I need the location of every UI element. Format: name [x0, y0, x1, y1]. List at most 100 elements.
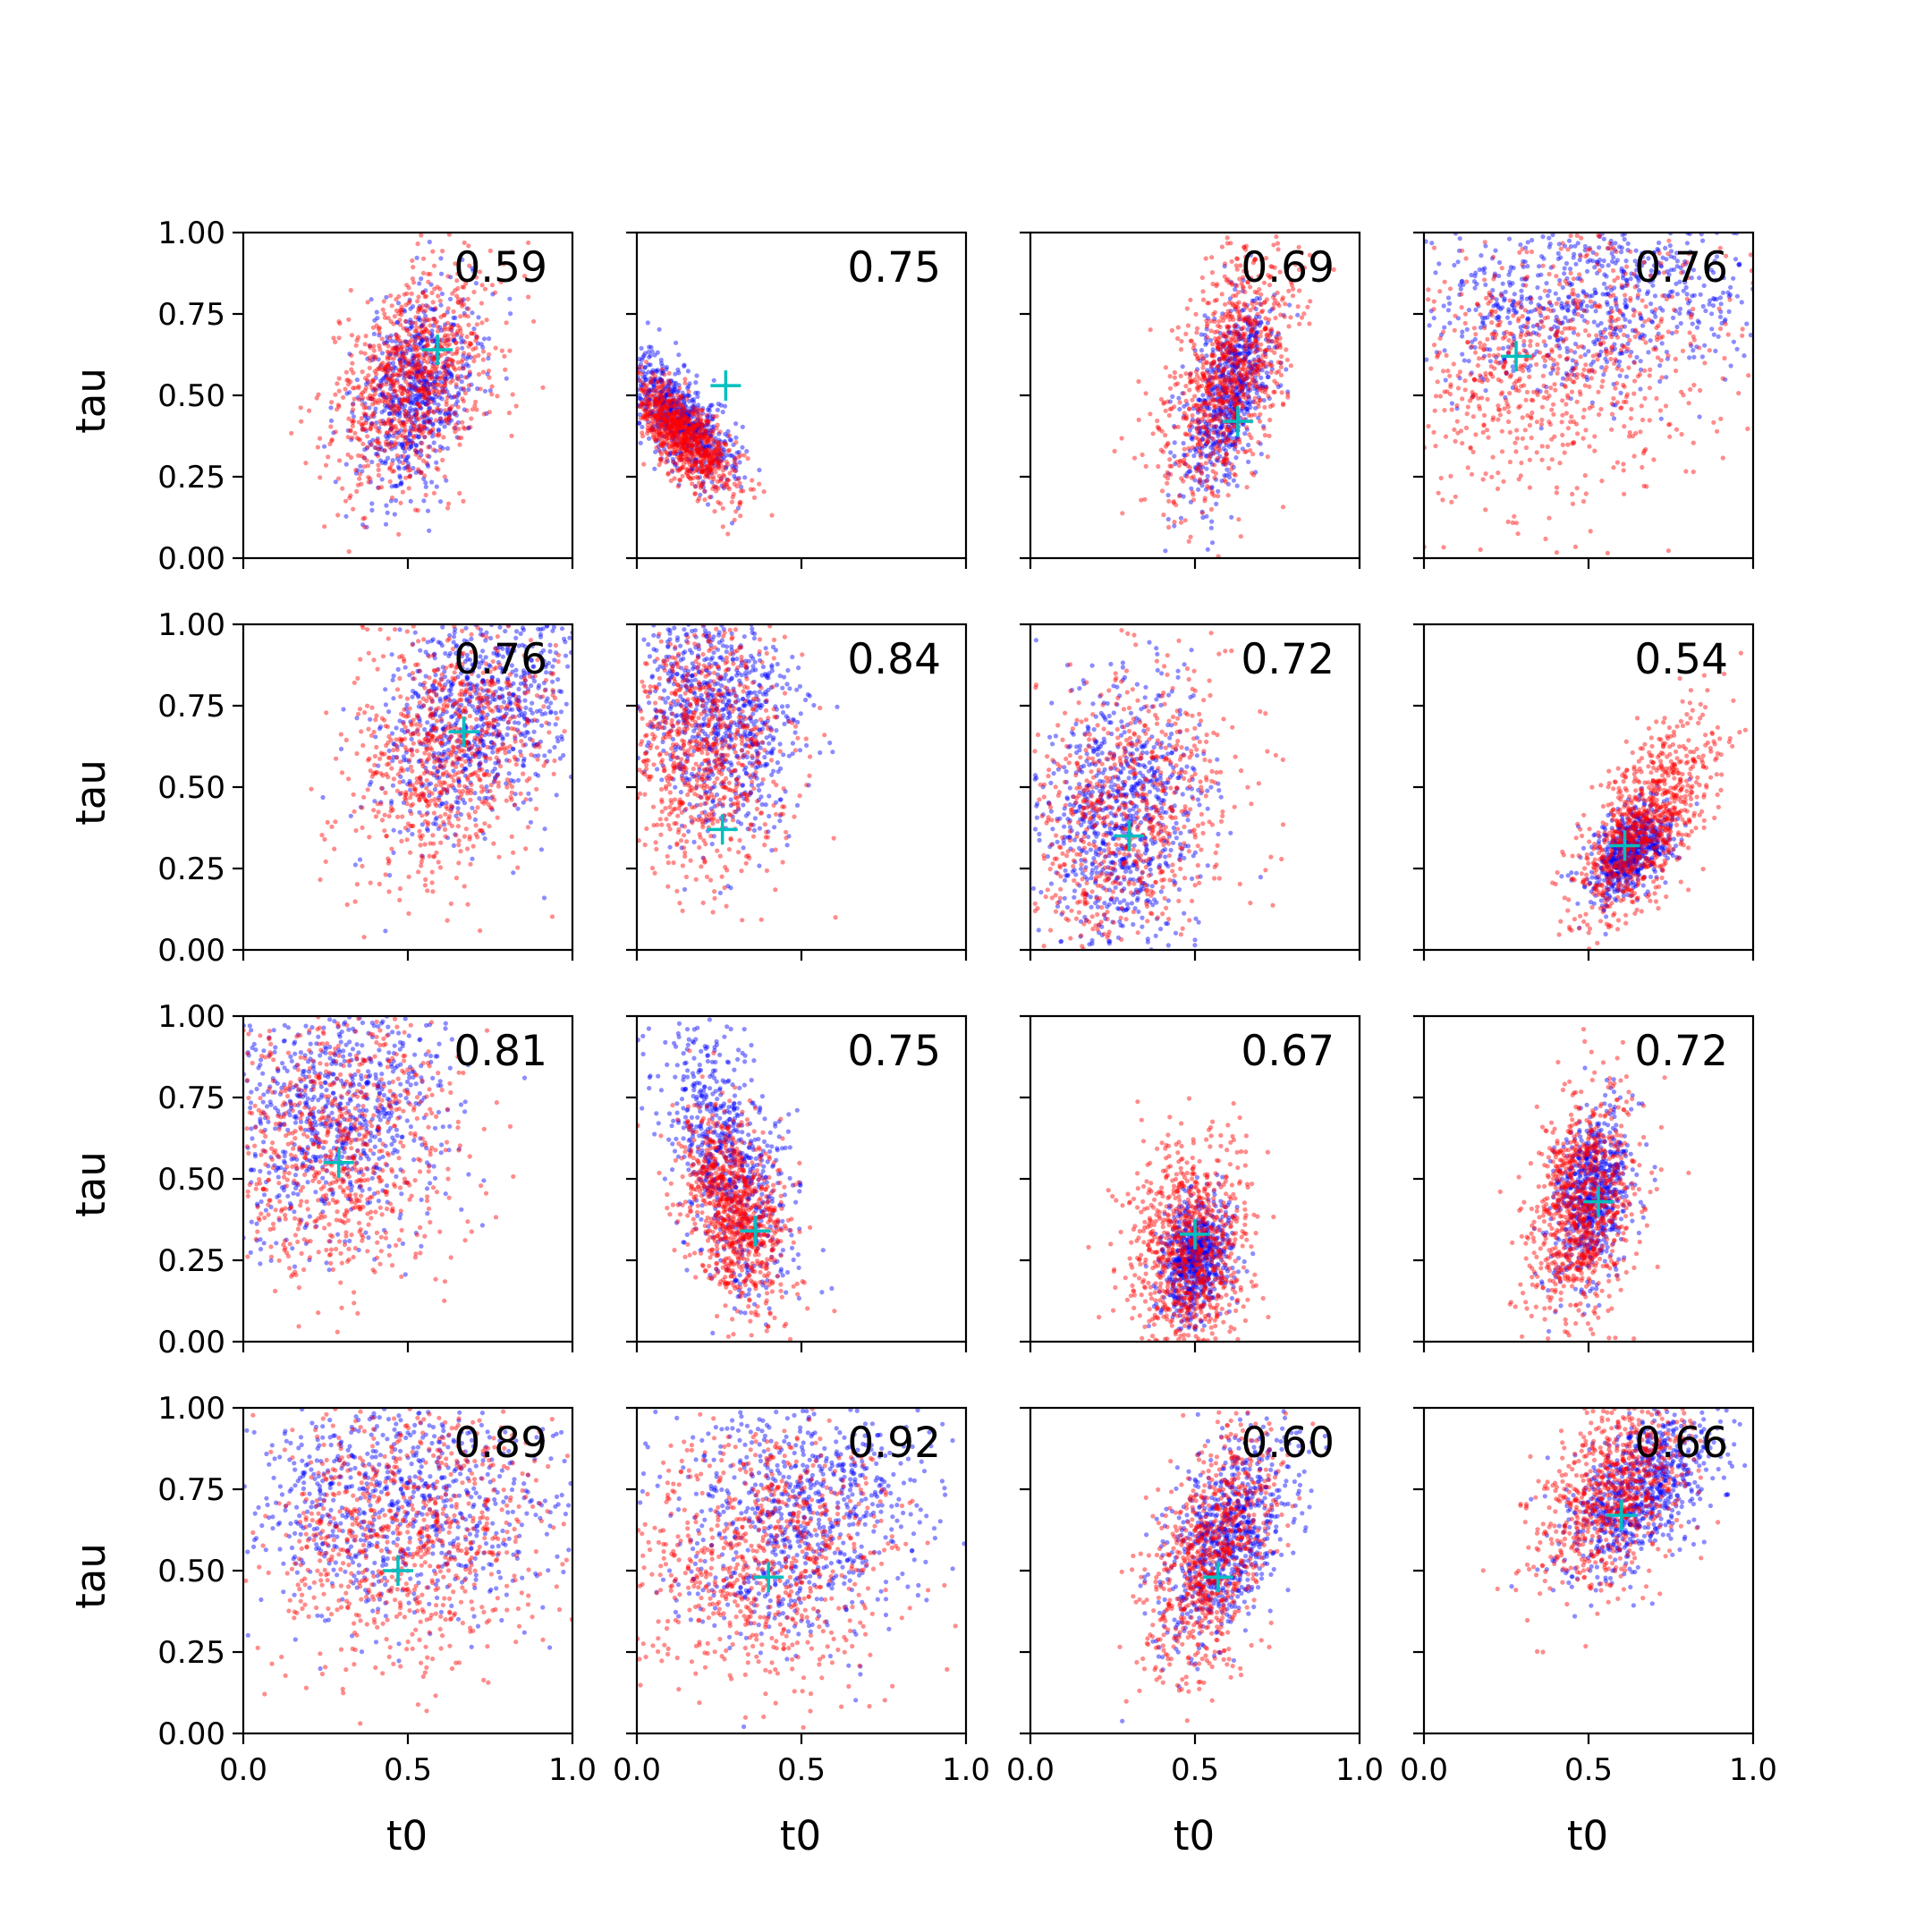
data-point	[1188, 499, 1193, 504]
data-point	[744, 448, 750, 454]
data-point	[685, 421, 691, 427]
data-point	[1244, 400, 1250, 405]
data-point	[426, 401, 431, 406]
data-point	[709, 450, 715, 455]
data-point	[675, 432, 681, 437]
data-point	[682, 430, 687, 436]
data-point	[1219, 315, 1224, 320]
data-point	[381, 420, 386, 426]
data-point	[365, 379, 371, 385]
data-point	[1472, 285, 1478, 291]
data-point	[360, 395, 366, 401]
data-point	[445, 394, 450, 400]
data-point	[378, 384, 384, 389]
data-point	[1224, 390, 1230, 395]
data-point	[711, 439, 716, 445]
data-point	[1263, 352, 1268, 357]
data-point	[1202, 412, 1208, 418]
data-point	[1650, 283, 1656, 288]
data-point	[686, 439, 691, 445]
data-point	[704, 419, 709, 424]
data-point	[427, 395, 432, 401]
data-point	[431, 440, 436, 445]
data-point	[422, 326, 428, 331]
data-point	[487, 410, 492, 415]
data-point	[526, 294, 531, 300]
data-point	[722, 403, 728, 409]
data-point	[402, 339, 407, 344]
data-point	[648, 428, 655, 433]
data-point	[453, 293, 460, 299]
data-point	[427, 418, 432, 423]
data-point	[1224, 452, 1229, 457]
data-point	[690, 452, 695, 457]
data-point	[699, 436, 706, 441]
data-point	[1216, 363, 1221, 369]
data-point	[1231, 372, 1236, 377]
data-point	[1237, 351, 1242, 356]
data-point	[370, 325, 376, 330]
data-point	[430, 354, 436, 360]
data-point	[402, 427, 408, 433]
data-point	[1217, 394, 1223, 400]
data-point	[408, 442, 413, 447]
data-point	[1524, 276, 1530, 282]
data-point	[1239, 358, 1244, 363]
data-point	[1232, 370, 1237, 376]
data-point	[675, 420, 681, 426]
data-point	[421, 378, 427, 384]
data-point	[1217, 330, 1223, 335]
data-point	[446, 416, 452, 421]
data-point	[1200, 371, 1206, 377]
data-point	[640, 389, 646, 394]
data-point	[1234, 363, 1240, 369]
data-point	[416, 424, 421, 429]
data-point	[677, 467, 683, 472]
data-point	[683, 436, 689, 442]
data-point	[402, 421, 407, 428]
data-point	[396, 373, 402, 378]
data-point	[666, 444, 672, 449]
data-point	[1204, 318, 1209, 324]
data-point	[1242, 289, 1248, 294]
data-point	[683, 447, 689, 453]
data-point	[693, 437, 699, 443]
data-point	[691, 400, 697, 405]
data-point	[1227, 387, 1233, 393]
data-point	[1638, 335, 1643, 341]
data-point	[1178, 459, 1183, 464]
data-point	[653, 398, 658, 404]
data-point	[423, 352, 429, 357]
data-point	[678, 425, 683, 431]
data-point	[405, 360, 411, 365]
data-point	[346, 549, 352, 555]
data-point	[668, 411, 674, 416]
data-point	[380, 307, 386, 312]
data-point	[1185, 463, 1191, 469]
data-point	[402, 423, 407, 428]
data-point	[1231, 361, 1237, 367]
data-point	[638, 396, 643, 402]
data-point	[662, 427, 667, 432]
data-point	[1215, 416, 1220, 421]
data-point	[1264, 370, 1269, 376]
data-point	[714, 439, 719, 445]
data-point	[1264, 347, 1269, 352]
data-point	[495, 394, 500, 399]
data-point	[462, 351, 467, 356]
data-point	[675, 468, 681, 473]
data-point	[706, 470, 712, 476]
data-point	[1636, 275, 1641, 281]
data-point	[410, 276, 415, 282]
data-point	[414, 328, 419, 334]
data-point	[348, 287, 353, 293]
data-point	[1226, 407, 1232, 412]
data-point	[386, 411, 393, 416]
data-point	[738, 513, 743, 519]
data-point	[398, 345, 403, 351]
data-point	[698, 460, 703, 465]
data-point	[1252, 318, 1258, 323]
data-point	[1221, 431, 1226, 436]
data-point	[653, 438, 659, 445]
data-point	[645, 403, 650, 409]
